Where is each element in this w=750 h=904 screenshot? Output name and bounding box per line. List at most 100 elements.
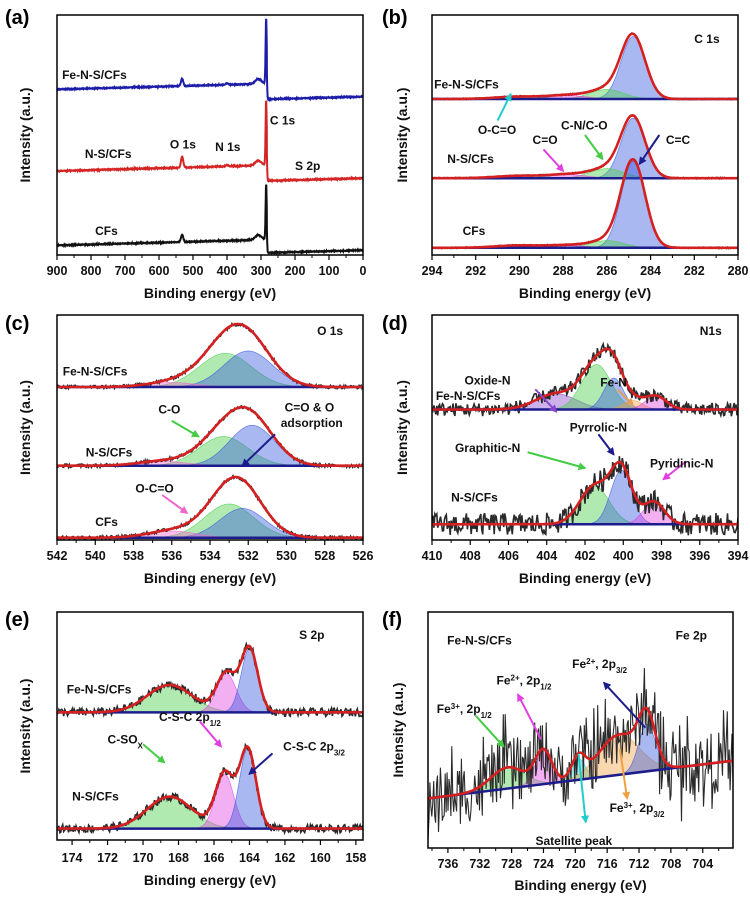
annotation-text: C=O <box>533 133 558 147</box>
annotation-label: Fe-N-S/CFs <box>63 364 128 378</box>
x-tick-label: 704 <box>692 857 713 871</box>
annotation-label: CFs <box>95 224 118 238</box>
annotation-arrow <box>577 753 589 824</box>
annotation-text: CFs <box>463 224 486 238</box>
annotation-sub: 1/2 <box>481 710 493 719</box>
annotation-text: C-N/C-O <box>561 118 608 132</box>
x-axis-label: Binding energy (eV) <box>514 877 646 893</box>
x-tick-label: 400 <box>217 264 238 278</box>
spectrum-line <box>57 100 363 184</box>
series-CFs <box>432 157 738 250</box>
annotation-arrow <box>602 681 647 729</box>
annotation-text: Fe-N-S/CFs <box>434 78 499 92</box>
annotation-text: C=C <box>666 133 691 147</box>
x-tick-label: 0 <box>360 264 367 278</box>
annotation-text: Pyrrolic-N <box>570 421 627 435</box>
annotation-text: O 1s <box>170 138 196 152</box>
x-tick-label: 410 <box>422 549 443 563</box>
annotation-label: Satellite peak <box>536 834 613 848</box>
annotation-arrow <box>161 494 189 514</box>
series-Fe-N-S/CFs <box>432 341 738 419</box>
annotation-label: N-S/CFs <box>86 445 133 459</box>
annotation-label: Fe-N-S/CFs <box>62 68 127 82</box>
x-tick-label: 162 <box>275 851 296 865</box>
x-tick-label: 540 <box>85 549 106 563</box>
series-Fe-N-S/CFs <box>57 321 363 391</box>
fit-envelope-line <box>57 744 363 830</box>
annotation-label: N 1s <box>215 140 241 154</box>
x-axis-label: Binding energy (eV) <box>144 285 276 301</box>
annotation-arrow <box>241 433 276 467</box>
annotation-label: Fe2+, 2p3/2 <box>572 656 627 674</box>
plot-area <box>432 341 738 537</box>
annotation-text: C-S-C 2p <box>159 710 210 724</box>
annotation-text: Fe <box>572 657 586 671</box>
annotation-arrow <box>534 388 558 413</box>
panel-d: 410 408 406 404 402 400 398 396 394 Binding energ… <box>382 313 748 586</box>
fit-envelope-line <box>432 460 738 526</box>
raw-data-line <box>428 668 733 841</box>
spectrum-line <box>57 184 363 255</box>
annotation-label: Fe-N-S/CFs <box>434 78 499 92</box>
annotation-arrow <box>248 752 274 775</box>
annotation-label: Graphitic-N <box>455 441 520 455</box>
axes-frame <box>56 14 364 256</box>
annotation-text: S 2p <box>299 628 324 642</box>
series-Fe-N-S/CFs <box>57 18 363 103</box>
series-Fe-N-S/CFs <box>57 641 363 719</box>
x-tick-label: 716 <box>597 857 618 871</box>
plot-area <box>57 18 363 255</box>
x-tick-label: 406 <box>498 549 519 563</box>
annotation-label: Pyridinic-N <box>650 457 713 471</box>
fit-envelope-line <box>432 157 738 250</box>
annotation-arrow <box>199 720 223 748</box>
panel-f: 736 732 728 724 720 716 712 708 704 Binding energ… <box>382 609 734 893</box>
series-Fe-N-S/CFs <box>428 668 733 841</box>
x-tick-label: 292 <box>465 264 486 278</box>
annotation-label: CFs <box>95 515 118 529</box>
annotation-sup: 2+ <box>586 656 595 665</box>
fit-envelope-line <box>57 322 363 389</box>
x-tick-label: 286 <box>596 264 617 278</box>
panel-letter: (d) <box>382 313 408 335</box>
annotation-text: Fe-N-S/CFs <box>447 633 512 647</box>
annotation-sub: 1/2 <box>210 718 222 727</box>
y-axis-label: Intensity (a.u.) <box>390 683 406 778</box>
x-tick-label: 168 <box>168 851 189 865</box>
annotation-label: Fe3+, 2p1/2 <box>437 701 492 719</box>
plot-area <box>428 668 733 841</box>
y-axis-label: Intensity (a.u.) <box>394 88 410 183</box>
annotation-text: C 1s <box>694 32 720 46</box>
annotation-label: C-O <box>158 403 180 417</box>
annotation-text: Oxide-N <box>465 373 511 387</box>
x-tick-label: 542 <box>47 549 68 563</box>
annotation-label: Pyrrolic-N <box>570 421 627 435</box>
y-axis-label: Intensity (a.u.) <box>394 380 410 475</box>
annotation-arrow <box>496 92 512 122</box>
annotation-text: C-S-C 2p <box>283 740 334 754</box>
annotation-arrow <box>584 134 604 161</box>
annotation-arrow <box>542 148 565 173</box>
annotation-text: N-S/CFs <box>72 790 119 804</box>
annotation-label: O 1s <box>317 324 343 338</box>
annotation-label: Fe2+, 2p1/2 <box>496 673 551 691</box>
series-CFs <box>57 184 363 255</box>
x-tick-label: 724 <box>533 857 554 871</box>
annotation-label: Fe-N <box>600 376 627 390</box>
annotation-text: CFs <box>95 224 118 238</box>
x-tick-label: 534 <box>200 549 221 563</box>
x-tick-label: 300 <box>251 264 272 278</box>
annotation-text: O 1s <box>317 324 343 338</box>
x-tick-label: 700 <box>115 264 136 278</box>
fit-envelope-line <box>428 706 733 800</box>
panel-letter: (c) <box>5 313 29 335</box>
annotation-text: Fe <box>610 801 624 815</box>
annotation-arrow <box>171 419 200 438</box>
x-tick-label: 288 <box>553 264 574 278</box>
x-tick-label: 736 <box>437 857 458 871</box>
x-tick-label: 720 <box>565 857 586 871</box>
plot-area <box>57 641 363 836</box>
annotation-arrow <box>638 134 661 166</box>
series-N-S/CFs <box>432 113 738 181</box>
